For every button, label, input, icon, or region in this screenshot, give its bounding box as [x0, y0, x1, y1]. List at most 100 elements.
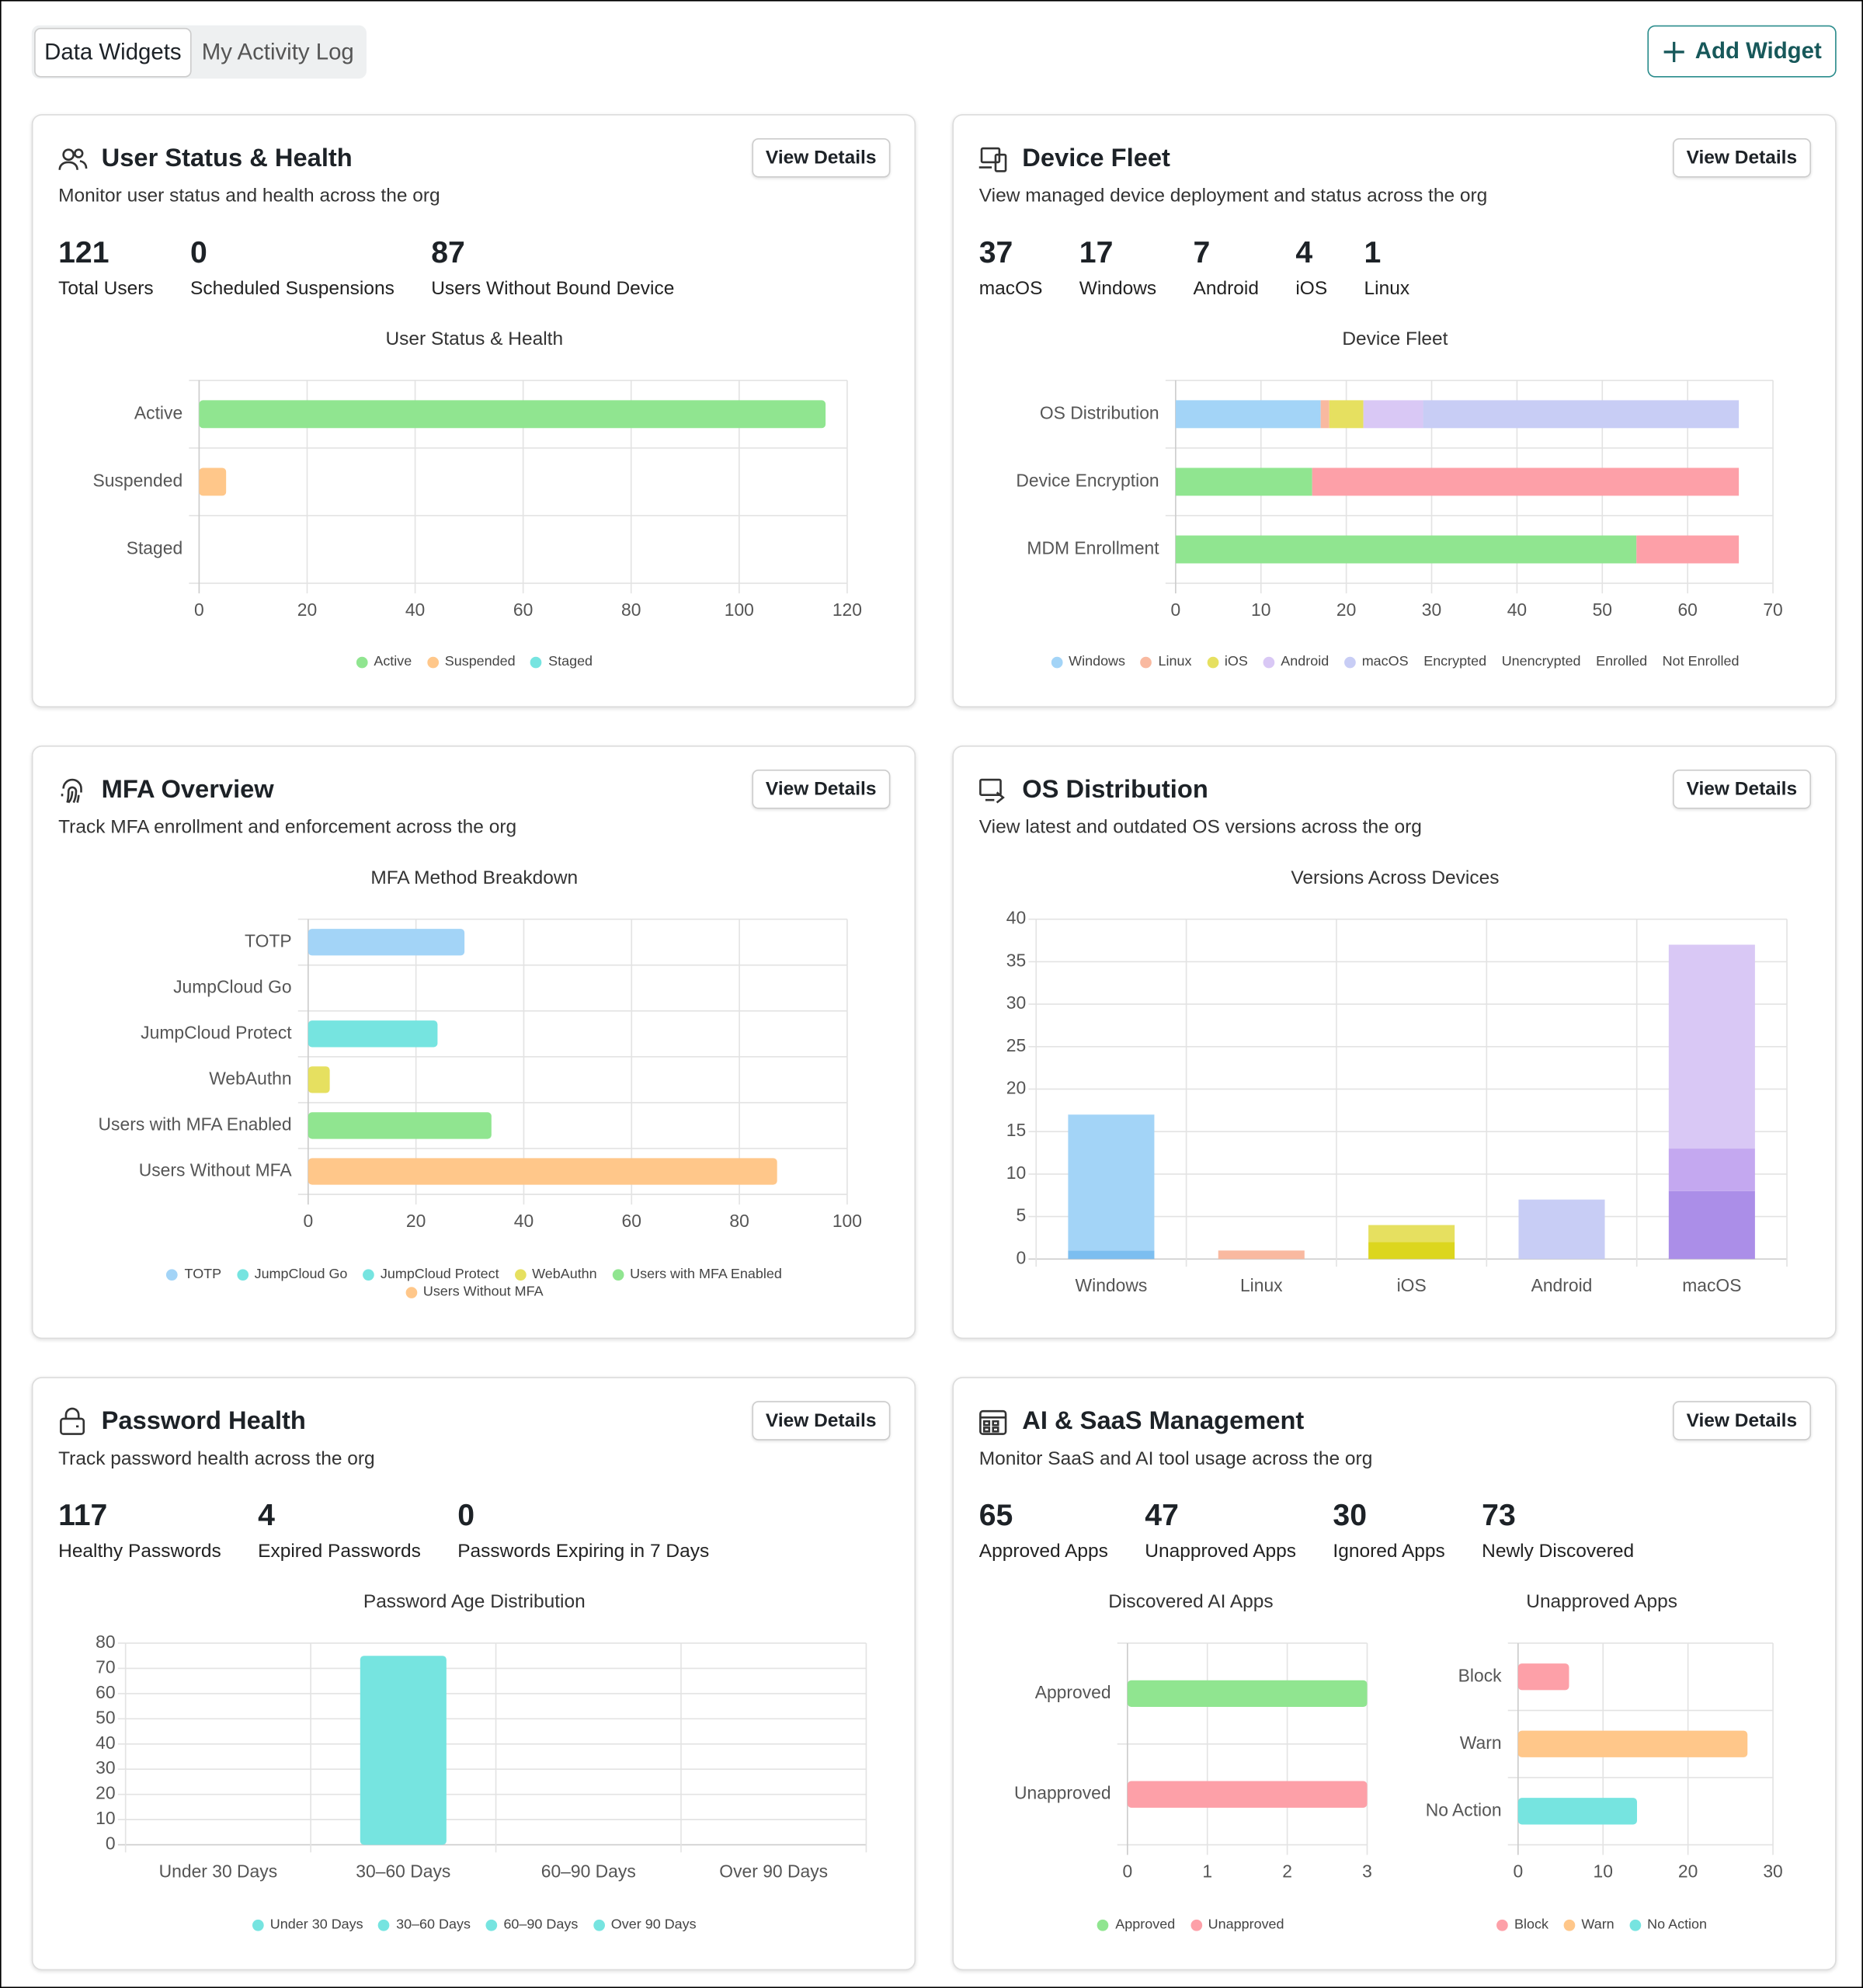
legend: Active Suspended Staged: [94, 654, 855, 669]
legend-item: Unapproved: [1190, 1917, 1284, 1933]
bar-segment: [1518, 1199, 1605, 1260]
y-tick-label: 30: [96, 1757, 115, 1778]
legend-dot: [1207, 655, 1218, 668]
widget-subtitle: View managed device deployment and statu…: [978, 185, 1488, 207]
bar: [1127, 1781, 1368, 1808]
view-details-button[interactable]: View Details: [1672, 1401, 1812, 1441]
stat-label: Android: [1193, 277, 1259, 300]
x-tick-label: 100: [725, 600, 754, 620]
x-tick-label: 0: [1513, 1861, 1523, 1882]
stat-label: Scheduled Suspensions: [190, 277, 394, 300]
x-tick-label: 0: [1122, 1861, 1132, 1882]
legend-dot: [1496, 1919, 1508, 1931]
y-tick-label: 20: [96, 1783, 115, 1803]
stat-value: 121: [58, 235, 109, 270]
legend-item: 30–60 Days: [378, 1917, 471, 1932]
bar-segment: [1668, 1149, 1755, 1191]
y-tick-label: Warn: [1460, 1733, 1502, 1753]
legend-dot: [378, 1919, 390, 1931]
stat: 0 Passwords Expiring in 7 Days: [457, 1499, 709, 1562]
legend: TOTP JumpCloud Go JumpCloud Protect WebAuth…: [144, 1267, 804, 1300]
x-tick-label: 70: [1763, 600, 1782, 620]
view-details-button[interactable]: View Details: [751, 137, 891, 178]
view-details-button[interactable]: View Details: [1672, 770, 1812, 809]
plus-icon: [1663, 41, 1684, 62]
legend-item: Users Without MFA: [405, 1284, 544, 1300]
y-tick-label: Active: [134, 402, 182, 422]
tab[interactable]: Data Widgets: [34, 27, 192, 77]
legend-label: Approved: [1115, 1917, 1176, 1933]
x-tick-label: 20: [406, 1211, 426, 1231]
legend-label: Staged: [548, 654, 593, 670]
add-widget-button[interactable]: Add Widget: [1647, 25, 1837, 78]
stat-value: 4: [258, 1498, 275, 1533]
stat-label: Unapproved Apps: [1145, 1540, 1297, 1562]
x-tick-label: 60: [622, 1211, 641, 1231]
bar: [308, 1158, 777, 1185]
y-tick-label: Unapproved: [1014, 1783, 1111, 1803]
y-tick-label: WebAuthn: [209, 1068, 291, 1088]
x-tick-label: Over 90 Days: [719, 1861, 828, 1882]
legend: Approved Unapproved: [1001, 1917, 1382, 1933]
y-tick-label: Device Encryption: [1016, 470, 1159, 490]
y-tick-label: 15: [1006, 1120, 1026, 1140]
stat: 73 Newly Discovered: [1482, 1499, 1634, 1562]
stat-label: Total Users: [58, 277, 154, 300]
legend-label: TOTP: [184, 1267, 222, 1282]
legend-label: Users Without MFA: [422, 1284, 544, 1300]
legend-item: Encrypted: [1423, 654, 1486, 669]
chart: MFA Method Breakdown 0 20 40 60 80 100 TOTP Jump…: [99, 867, 862, 1231]
tab[interactable]: My Activity Log: [201, 38, 354, 64]
password-icon: [60, 1407, 85, 1435]
stat: 17 Windows: [1079, 236, 1156, 300]
y-tick-label: 35: [1006, 950, 1026, 970]
view-details-button[interactable]: View Details: [751, 770, 891, 809]
view-details-button[interactable]: View Details: [1672, 137, 1812, 178]
bar-segment: [1175, 535, 1637, 564]
bar: [1517, 1730, 1748, 1757]
legend-item: Over 90 Days: [593, 1917, 697, 1932]
y-tick-label: 80: [96, 1632, 115, 1652]
stat-label: Linux: [1364, 277, 1410, 300]
stat-label: Passwords Expiring in 7 Days: [457, 1540, 710, 1562]
bar: [308, 1066, 330, 1093]
stat: 30 Ignored Apps: [1333, 1499, 1444, 1562]
stat: 37 macOS: [979, 236, 1043, 300]
widget-card: AI & SaaS Management Monitor SaaS and AI …: [952, 1377, 1837, 1971]
stat-label: Windows: [1079, 277, 1157, 300]
add-widget-label: Add Widget: [1694, 37, 1822, 64]
stat-value: 0: [457, 1498, 475, 1533]
widget-subtitle: Monitor SaaS and AI tool usage across th…: [978, 1448, 1373, 1470]
x-tick-label: Windows: [1076, 1275, 1148, 1295]
bar-segment: [1668, 1190, 1755, 1260]
legend-label: Block: [1514, 1917, 1548, 1933]
legend-label: WebAuthn: [532, 1267, 597, 1282]
x-tick-label: 0: [194, 600, 204, 620]
chart-title: Device Fleet: [1342, 328, 1448, 349]
view-details-button[interactable]: View Details: [751, 1401, 891, 1441]
x-tick-label: 20: [1336, 600, 1356, 620]
stat-value: 17: [1079, 235, 1114, 270]
x-tick-label: 1: [1202, 1861, 1212, 1882]
x-tick-label: 80: [729, 1211, 749, 1231]
legend-item: JumpCloud Go: [236, 1267, 347, 1282]
legend-dot: [363, 1268, 374, 1281]
stat-value: 37: [978, 235, 1013, 270]
legend-item: Warn: [1563, 1917, 1614, 1932]
legend-label: JumpCloud Protect: [380, 1267, 499, 1282]
y-tick-label: 0: [106, 1833, 116, 1854]
legend-label: Unapproved: [1208, 1917, 1284, 1933]
stat: 7 Android: [1194, 236, 1259, 300]
legend-label: Linux: [1158, 654, 1192, 670]
x-tick-label: 100: [832, 1211, 862, 1231]
bar-segment: [1423, 400, 1740, 429]
x-tick-label: 60: [1677, 600, 1697, 620]
stats: 65 Approved Apps 47 Unapproved Apps 30 Ignore…: [979, 1499, 1634, 1562]
legend-item: Linux: [1140, 654, 1192, 670]
y-tick-label: Users Without MFA: [139, 1160, 293, 1180]
x-tick-label: Android: [1531, 1275, 1593, 1295]
stat-value: 65: [978, 1498, 1013, 1533]
legend-item: JumpCloud Protect: [363, 1267, 499, 1282]
legend-dot: [236, 1268, 249, 1281]
stat-label: Users Without Bound Device: [431, 277, 675, 300]
